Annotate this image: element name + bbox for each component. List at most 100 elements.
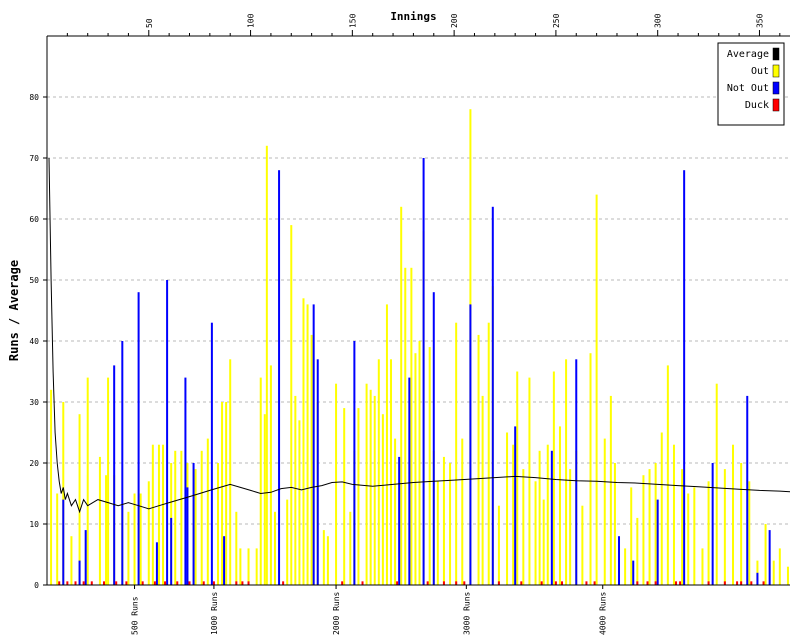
- out-bar: [569, 469, 572, 585]
- not-out-bar: [192, 463, 195, 585]
- duck-bar: [202, 581, 205, 585]
- axes-layer: 0 10 20 30 40 50 60 70 80 50 100 150 200 250 300 350 Inn…: [7, 10, 790, 635]
- out-bar: [139, 493, 142, 585]
- out-bar: [581, 505, 584, 585]
- out-bar: [200, 450, 203, 585]
- legend-swatch: [772, 98, 780, 112]
- out-bar: [701, 548, 704, 585]
- out-bar: [273, 511, 276, 585]
- legend-swatch: [772, 47, 780, 61]
- not-out-bar: [223, 536, 226, 585]
- out-bar: [326, 536, 329, 585]
- out-bar: [436, 481, 439, 585]
- out-bar: [534, 481, 537, 585]
- out-bar: [778, 548, 781, 585]
- milestone-label: 1000 Runs: [210, 591, 219, 635]
- out-bar: [516, 371, 519, 585]
- out-bar: [687, 493, 690, 585]
- out-bar: [194, 469, 197, 585]
- not-out-bar: [632, 560, 635, 585]
- duck-bar: [235, 581, 238, 585]
- milestone-label: 500 Runs: [131, 596, 140, 635]
- x-tick-label: 50: [145, 18, 154, 28]
- y-tick-label: 30: [29, 398, 39, 407]
- out-bar: [410, 267, 413, 585]
- not-out-bar: [210, 322, 213, 585]
- out-bar: [740, 463, 743, 585]
- out-bar: [225, 402, 228, 585]
- out-bar: [636, 517, 639, 585]
- out-bar: [654, 463, 657, 585]
- not-out-bar: [683, 170, 686, 585]
- out-bar: [449, 463, 452, 585]
- out-bar: [265, 145, 268, 586]
- out-bar: [235, 511, 238, 585]
- out-bar: [660, 432, 663, 585]
- y-axis-title: Runs / Average: [7, 260, 21, 361]
- out-bar: [221, 402, 224, 585]
- y-tick-label: 50: [29, 276, 39, 285]
- out-bar: [216, 463, 219, 585]
- not-out-bar: [575, 359, 578, 585]
- duck-bar: [463, 581, 466, 585]
- out-bar: [373, 395, 376, 585]
- milestone-label: 3000 Runs: [462, 591, 471, 635]
- not-out-bar: [184, 377, 187, 585]
- x-tick-label: 200: [450, 13, 459, 28]
- duck-bar: [74, 581, 77, 585]
- out-bar: [546, 444, 549, 585]
- x-tick-label: 250: [552, 13, 561, 28]
- out-bar: [681, 469, 684, 585]
- legend-label: Average: [727, 49, 769, 60]
- out-bar: [157, 444, 160, 585]
- y-tick-label: 60: [29, 215, 39, 224]
- duck-bar: [740, 581, 743, 585]
- out-bar: [732, 444, 735, 585]
- average-line-layer: [48, 157, 791, 514]
- y-tick-label: 20: [29, 459, 39, 468]
- not-out-bar: [398, 456, 401, 585]
- out-bar: [365, 383, 368, 585]
- out-bar: [343, 408, 346, 585]
- milestone-label: 4000 Runs: [599, 591, 608, 635]
- duck-bar: [125, 581, 128, 585]
- out-bar: [428, 347, 431, 585]
- out-bar: [98, 456, 101, 585]
- duck-bar: [540, 581, 543, 585]
- not-out-bar: [408, 377, 411, 585]
- not-out-bar: [746, 395, 749, 585]
- out-bar: [229, 359, 232, 585]
- out-bar: [461, 438, 464, 585]
- out-bar: [105, 475, 108, 585]
- not-out-bar: [113, 365, 116, 585]
- out-bar: [255, 548, 258, 585]
- average-line: [48, 157, 791, 514]
- out-bar: [70, 536, 73, 585]
- not-out-bar: [316, 359, 319, 585]
- out-bar: [764, 524, 767, 585]
- out-bar: [78, 414, 81, 585]
- out-bar: [369, 389, 372, 585]
- x-tick-label: 300: [654, 13, 663, 28]
- not-out-bar: [170, 517, 173, 585]
- duck-bar: [90, 581, 93, 585]
- duck-bar: [141, 581, 144, 585]
- not-out-bar: [278, 170, 281, 585]
- milestone-label: 2000 Runs: [332, 591, 341, 635]
- out-bar: [151, 444, 154, 585]
- out-bar: [418, 341, 421, 585]
- duck-bar: [442, 581, 445, 585]
- not-out-bar: [768, 530, 771, 585]
- out-bar: [306, 304, 309, 585]
- out-bar: [715, 383, 718, 585]
- duck-bar: [585, 581, 588, 585]
- out-bar: [302, 298, 305, 585]
- legend-swatch: [772, 81, 780, 95]
- y-tick-label: 0: [34, 581, 39, 590]
- x-tick-label: 150: [348, 13, 357, 28]
- not-out-bar: [121, 341, 124, 585]
- out-bar: [269, 365, 272, 585]
- not-out-bar: [84, 530, 87, 585]
- y-tick-label: 40: [29, 337, 39, 346]
- legend-swatch: [772, 64, 780, 78]
